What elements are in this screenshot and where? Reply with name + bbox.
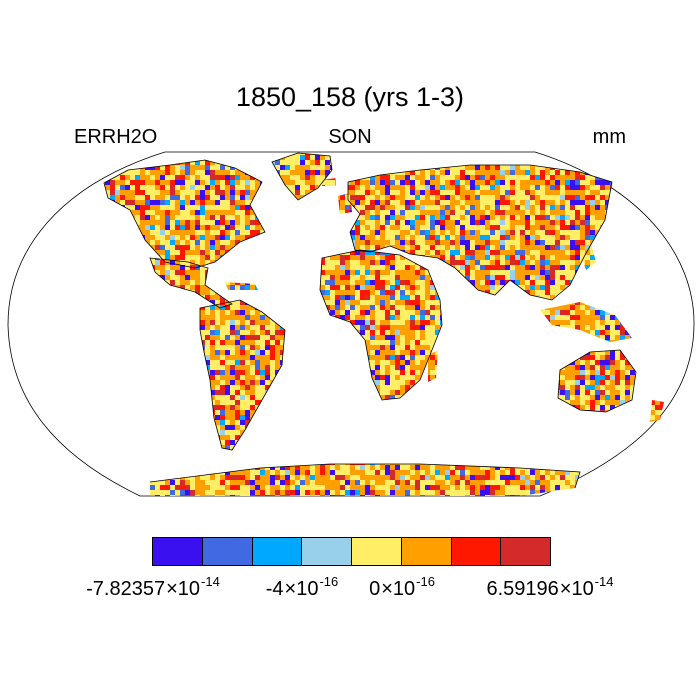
- colorbar: [152, 537, 551, 566]
- colorbar-label-zero: 0×10-16: [369, 574, 435, 600]
- colorbar-swatch-5: [401, 538, 452, 565]
- season-label: SON: [328, 126, 372, 148]
- colorbar-swatch-4: [352, 538, 402, 565]
- colorbar-swatch-6: [451, 538, 502, 565]
- coastlines: [103, 152, 637, 489]
- variable-label: ERRH2O: [74, 126, 158, 148]
- colorbar-label-max: 6.59196×10-14: [486, 574, 614, 600]
- colorbar-label-neg: -4×10-16: [265, 574, 339, 600]
- colorbar-swatch-1: [202, 538, 253, 565]
- colorbar-swatch-0: [153, 538, 203, 565]
- colorbar-swatch-2: [252, 538, 303, 565]
- units-label: mm: [592, 126, 626, 148]
- colorbar-swatch-3: [302, 538, 352, 565]
- colorbar-swatch-7: [501, 538, 550, 565]
- colorbar-label-min: -7.82357×10-14: [86, 574, 220, 600]
- field-pixels: [104, 153, 664, 496]
- map-boundary: [7, 151, 695, 497]
- map-title: 1850_158 (yrs 1-3): [235, 82, 465, 112]
